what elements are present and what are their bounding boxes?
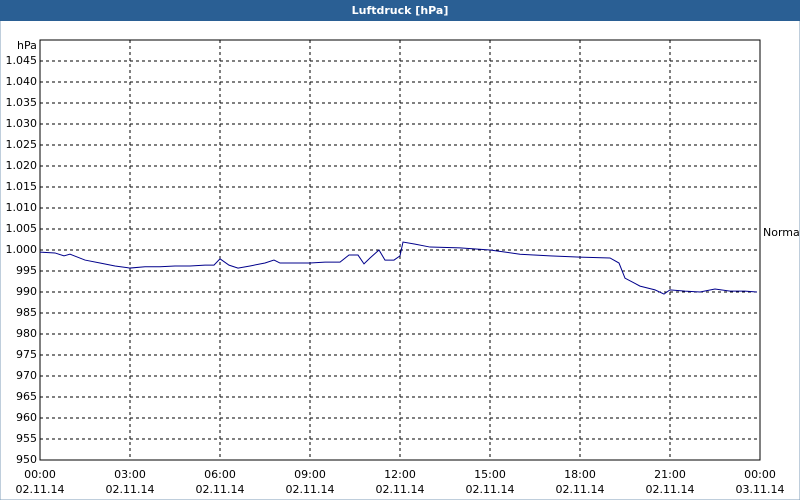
y-tick-label: 960 <box>16 411 37 424</box>
y-tick-label: 970 <box>16 369 37 382</box>
x-tick-date: 02.11.14 <box>106 483 155 496</box>
y-tick-label: 1.020 <box>6 159 38 172</box>
y-tick-label: 1.030 <box>6 117 38 130</box>
y-tick-label: 975 <box>16 348 37 361</box>
y-tick-label: 1.005 <box>6 222 38 235</box>
y-tick-label: 1.045 <box>6 54 38 67</box>
x-tick-date: 02.11.14 <box>286 483 335 496</box>
x-tick-date: 02.11.14 <box>376 483 425 496</box>
y-tick-label: 1.000 <box>6 243 38 256</box>
y-tick-label: 965 <box>16 390 37 403</box>
y-tick-label: 955 <box>16 432 37 445</box>
x-tick-label: 00:00 <box>24 468 56 481</box>
y-tick-label: 1.040 <box>6 75 38 88</box>
x-tick-date: 02.11.14 <box>646 483 695 496</box>
y-tick-label: 1.025 <box>6 138 38 151</box>
x-tick-label: 09:00 <box>294 468 326 481</box>
annotation: Normal <box>763 226 800 239</box>
data-line <box>39 241 758 295</box>
y-tick-label: 985 <box>16 306 37 319</box>
x-tick-label: 06:00 <box>204 468 236 481</box>
x-tick-date: 03.11.14 <box>736 483 785 496</box>
x-tick-label: 12:00 <box>384 468 416 481</box>
x-tick-label: 21:00 <box>654 468 686 481</box>
x-tick-label: 15:00 <box>474 468 506 481</box>
x-tick-label: 03:00 <box>114 468 146 481</box>
y-unit: hPa <box>17 39 37 52</box>
y-tick-label: 990 <box>16 285 37 298</box>
x-tick-date: 02.11.14 <box>196 483 245 496</box>
x-tick-label: 18:00 <box>564 468 596 481</box>
y-tick-label: 950 <box>16 453 37 466</box>
x-tick-date: 02.11.14 <box>466 483 515 496</box>
chart-title: Luftdruck [hPa] <box>352 4 449 17</box>
y-tick-label: 995 <box>16 264 37 277</box>
y-tick-label: 1.035 <box>6 96 38 109</box>
y-tick-label: 1.010 <box>6 201 38 214</box>
y-tick-label: 1.015 <box>6 180 38 193</box>
x-tick-date: 02.11.14 <box>16 483 65 496</box>
y-tick-label: 980 <box>16 327 37 340</box>
x-tick-label: 00:00 <box>744 468 776 481</box>
title-bar <box>0 0 800 21</box>
x-tick-date: 02.11.14 <box>556 483 605 496</box>
